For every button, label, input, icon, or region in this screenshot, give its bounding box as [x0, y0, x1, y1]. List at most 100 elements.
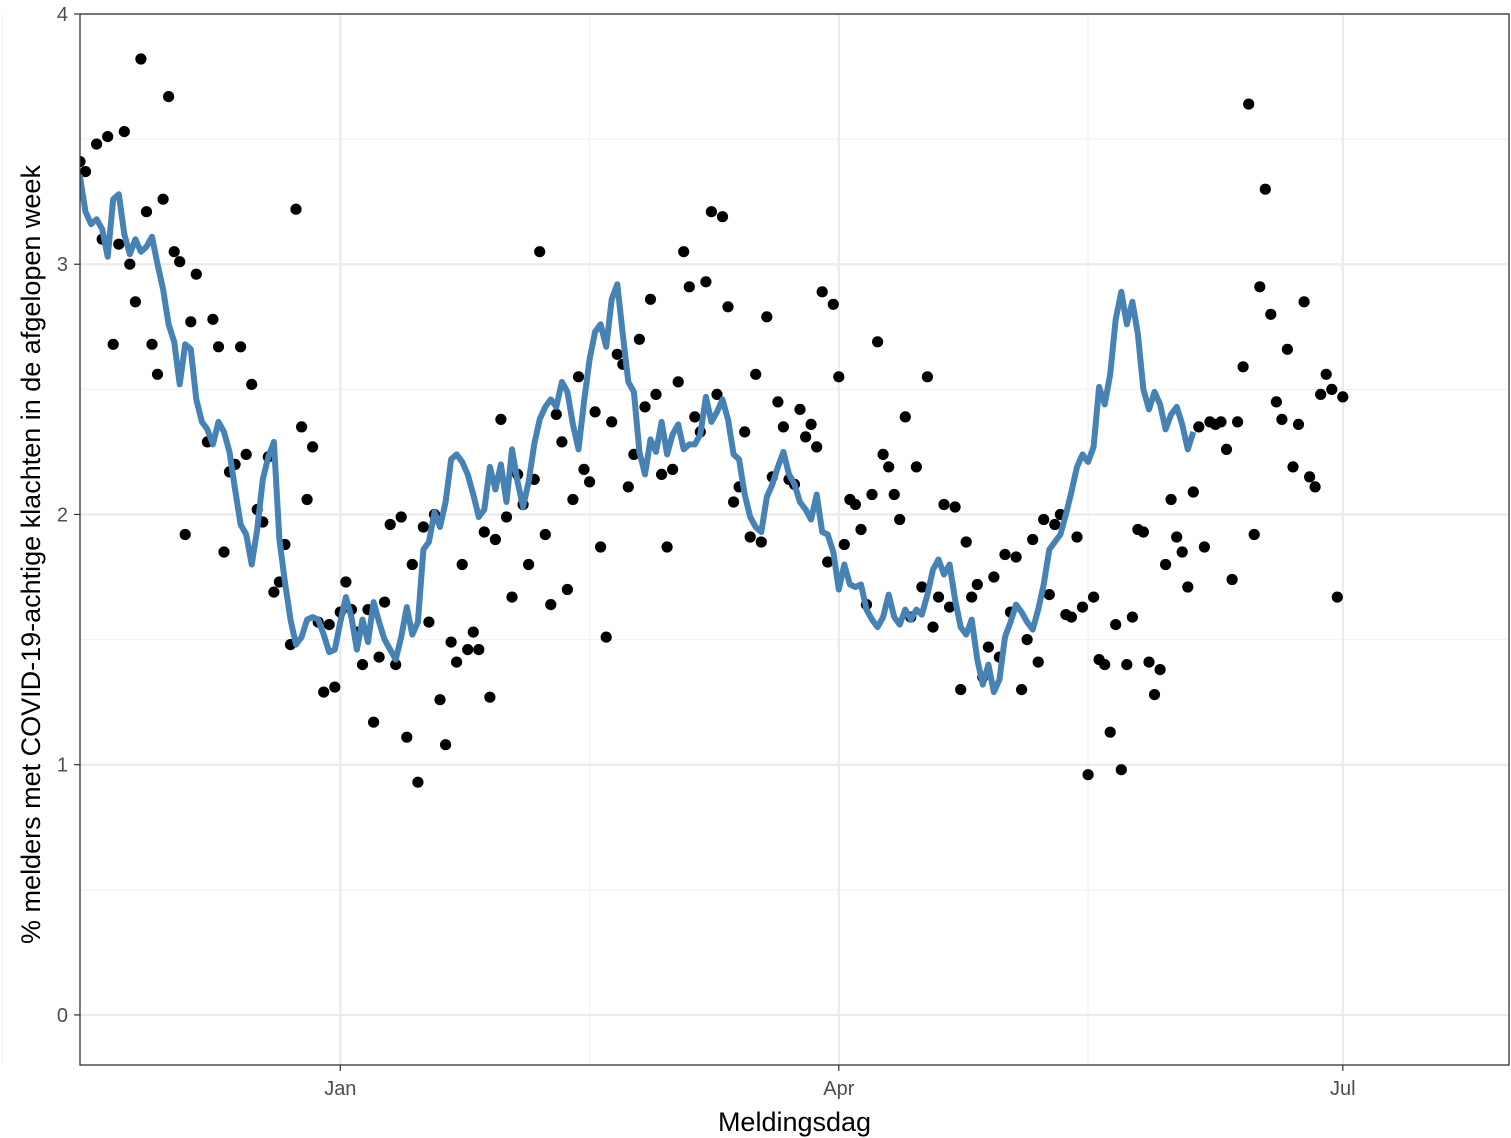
data-point — [744, 531, 756, 543]
data-point — [1226, 573, 1238, 586]
plot-area — [80, 53, 1349, 788]
data-point — [1281, 343, 1293, 355]
y-axis-title: % melders met COVID-19-achtige klachten … — [16, 165, 46, 944]
data-point — [157, 193, 169, 205]
data-point — [235, 341, 247, 353]
data-point — [650, 388, 662, 400]
series-line — [80, 173, 1197, 696]
data-point — [639, 401, 651, 413]
data-point — [611, 348, 623, 360]
data-point — [1143, 656, 1155, 668]
x-tick-label: Apr — [823, 1078, 854, 1100]
x-tick-label: Jan — [324, 1078, 356, 1100]
data-point — [550, 408, 562, 420]
data-point — [1043, 589, 1055, 601]
data-point — [1076, 601, 1089, 613]
data-point — [1193, 421, 1205, 433]
data-point — [102, 131, 114, 143]
data-point — [1243, 98, 1255, 110]
data-point — [1165, 493, 1177, 506]
data-point — [1032, 656, 1044, 668]
data-point — [1021, 634, 1033, 646]
y-axis: 0 1 2 3 4 — [57, 4, 80, 1027]
data-point — [567, 493, 579, 506]
data-point — [412, 776, 424, 788]
data-point — [678, 246, 690, 258]
data-point — [722, 301, 734, 313]
data-point — [595, 541, 607, 553]
data-point — [656, 468, 668, 480]
data-point — [1331, 591, 1343, 603]
data-point — [705, 206, 718, 218]
data-point — [606, 416, 618, 428]
data-point — [1160, 558, 1172, 571]
data-point — [750, 368, 762, 380]
data-point — [1326, 383, 1338, 395]
data-point — [633, 333, 646, 345]
data-point — [894, 513, 906, 526]
data-point — [91, 138, 103, 150]
data-point — [739, 426, 751, 438]
data-point — [899, 411, 911, 423]
data-point — [440, 739, 452, 751]
data-point — [572, 371, 585, 383]
data-point — [1088, 591, 1100, 603]
y-tick-label: 1 — [57, 755, 68, 777]
data-point — [434, 694, 446, 706]
data-point — [761, 311, 773, 323]
data-point — [356, 659, 369, 671]
data-point — [218, 546, 230, 558]
data-point — [700, 276, 712, 288]
y-tick-label: 4 — [57, 4, 68, 26]
data-point — [1126, 611, 1138, 623]
data-point — [368, 716, 380, 728]
data-point — [877, 448, 889, 460]
data-point — [800, 431, 812, 443]
data-point — [1265, 308, 1277, 320]
data-point — [805, 418, 817, 430]
data-point — [395, 511, 407, 523]
data-point — [1259, 183, 1271, 195]
data-point — [556, 436, 568, 448]
data-point — [938, 498, 950, 511]
data-point — [827, 298, 839, 310]
data-point — [921, 371, 934, 383]
data-point — [163, 91, 175, 103]
data-point — [755, 536, 767, 548]
data-point — [888, 488, 900, 501]
data-point — [1104, 726, 1116, 738]
data-point — [816, 286, 828, 298]
data-point — [966, 591, 978, 603]
data-point — [1270, 396, 1282, 408]
data-point — [683, 281, 695, 293]
data-point — [506, 591, 518, 603]
data-point — [866, 488, 878, 501]
data-point — [1304, 471, 1316, 483]
data-point — [927, 621, 939, 633]
data-point — [523, 558, 535, 571]
data-point — [822, 556, 834, 568]
data-point — [988, 571, 1000, 583]
data-point — [417, 521, 429, 533]
data-point — [667, 463, 679, 475]
data-point — [644, 293, 657, 305]
data-point — [1121, 659, 1133, 671]
data-point — [1027, 533, 1039, 546]
data-point — [140, 206, 153, 218]
data-point — [240, 448, 252, 460]
data-point — [318, 686, 330, 698]
data-point — [872, 336, 884, 348]
data-point — [1148, 689, 1161, 701]
data-point — [561, 583, 574, 596]
data-point — [301, 493, 313, 506]
x-axis: Jan Apr Jul — [324, 1065, 1356, 1100]
data-point — [135, 53, 147, 65]
data-point — [883, 461, 895, 473]
data-point — [982, 641, 995, 653]
data-point — [916, 581, 928, 593]
data-point — [129, 296, 141, 308]
data-point — [146, 338, 158, 350]
data-point — [711, 388, 723, 400]
data-point — [406, 558, 418, 571]
